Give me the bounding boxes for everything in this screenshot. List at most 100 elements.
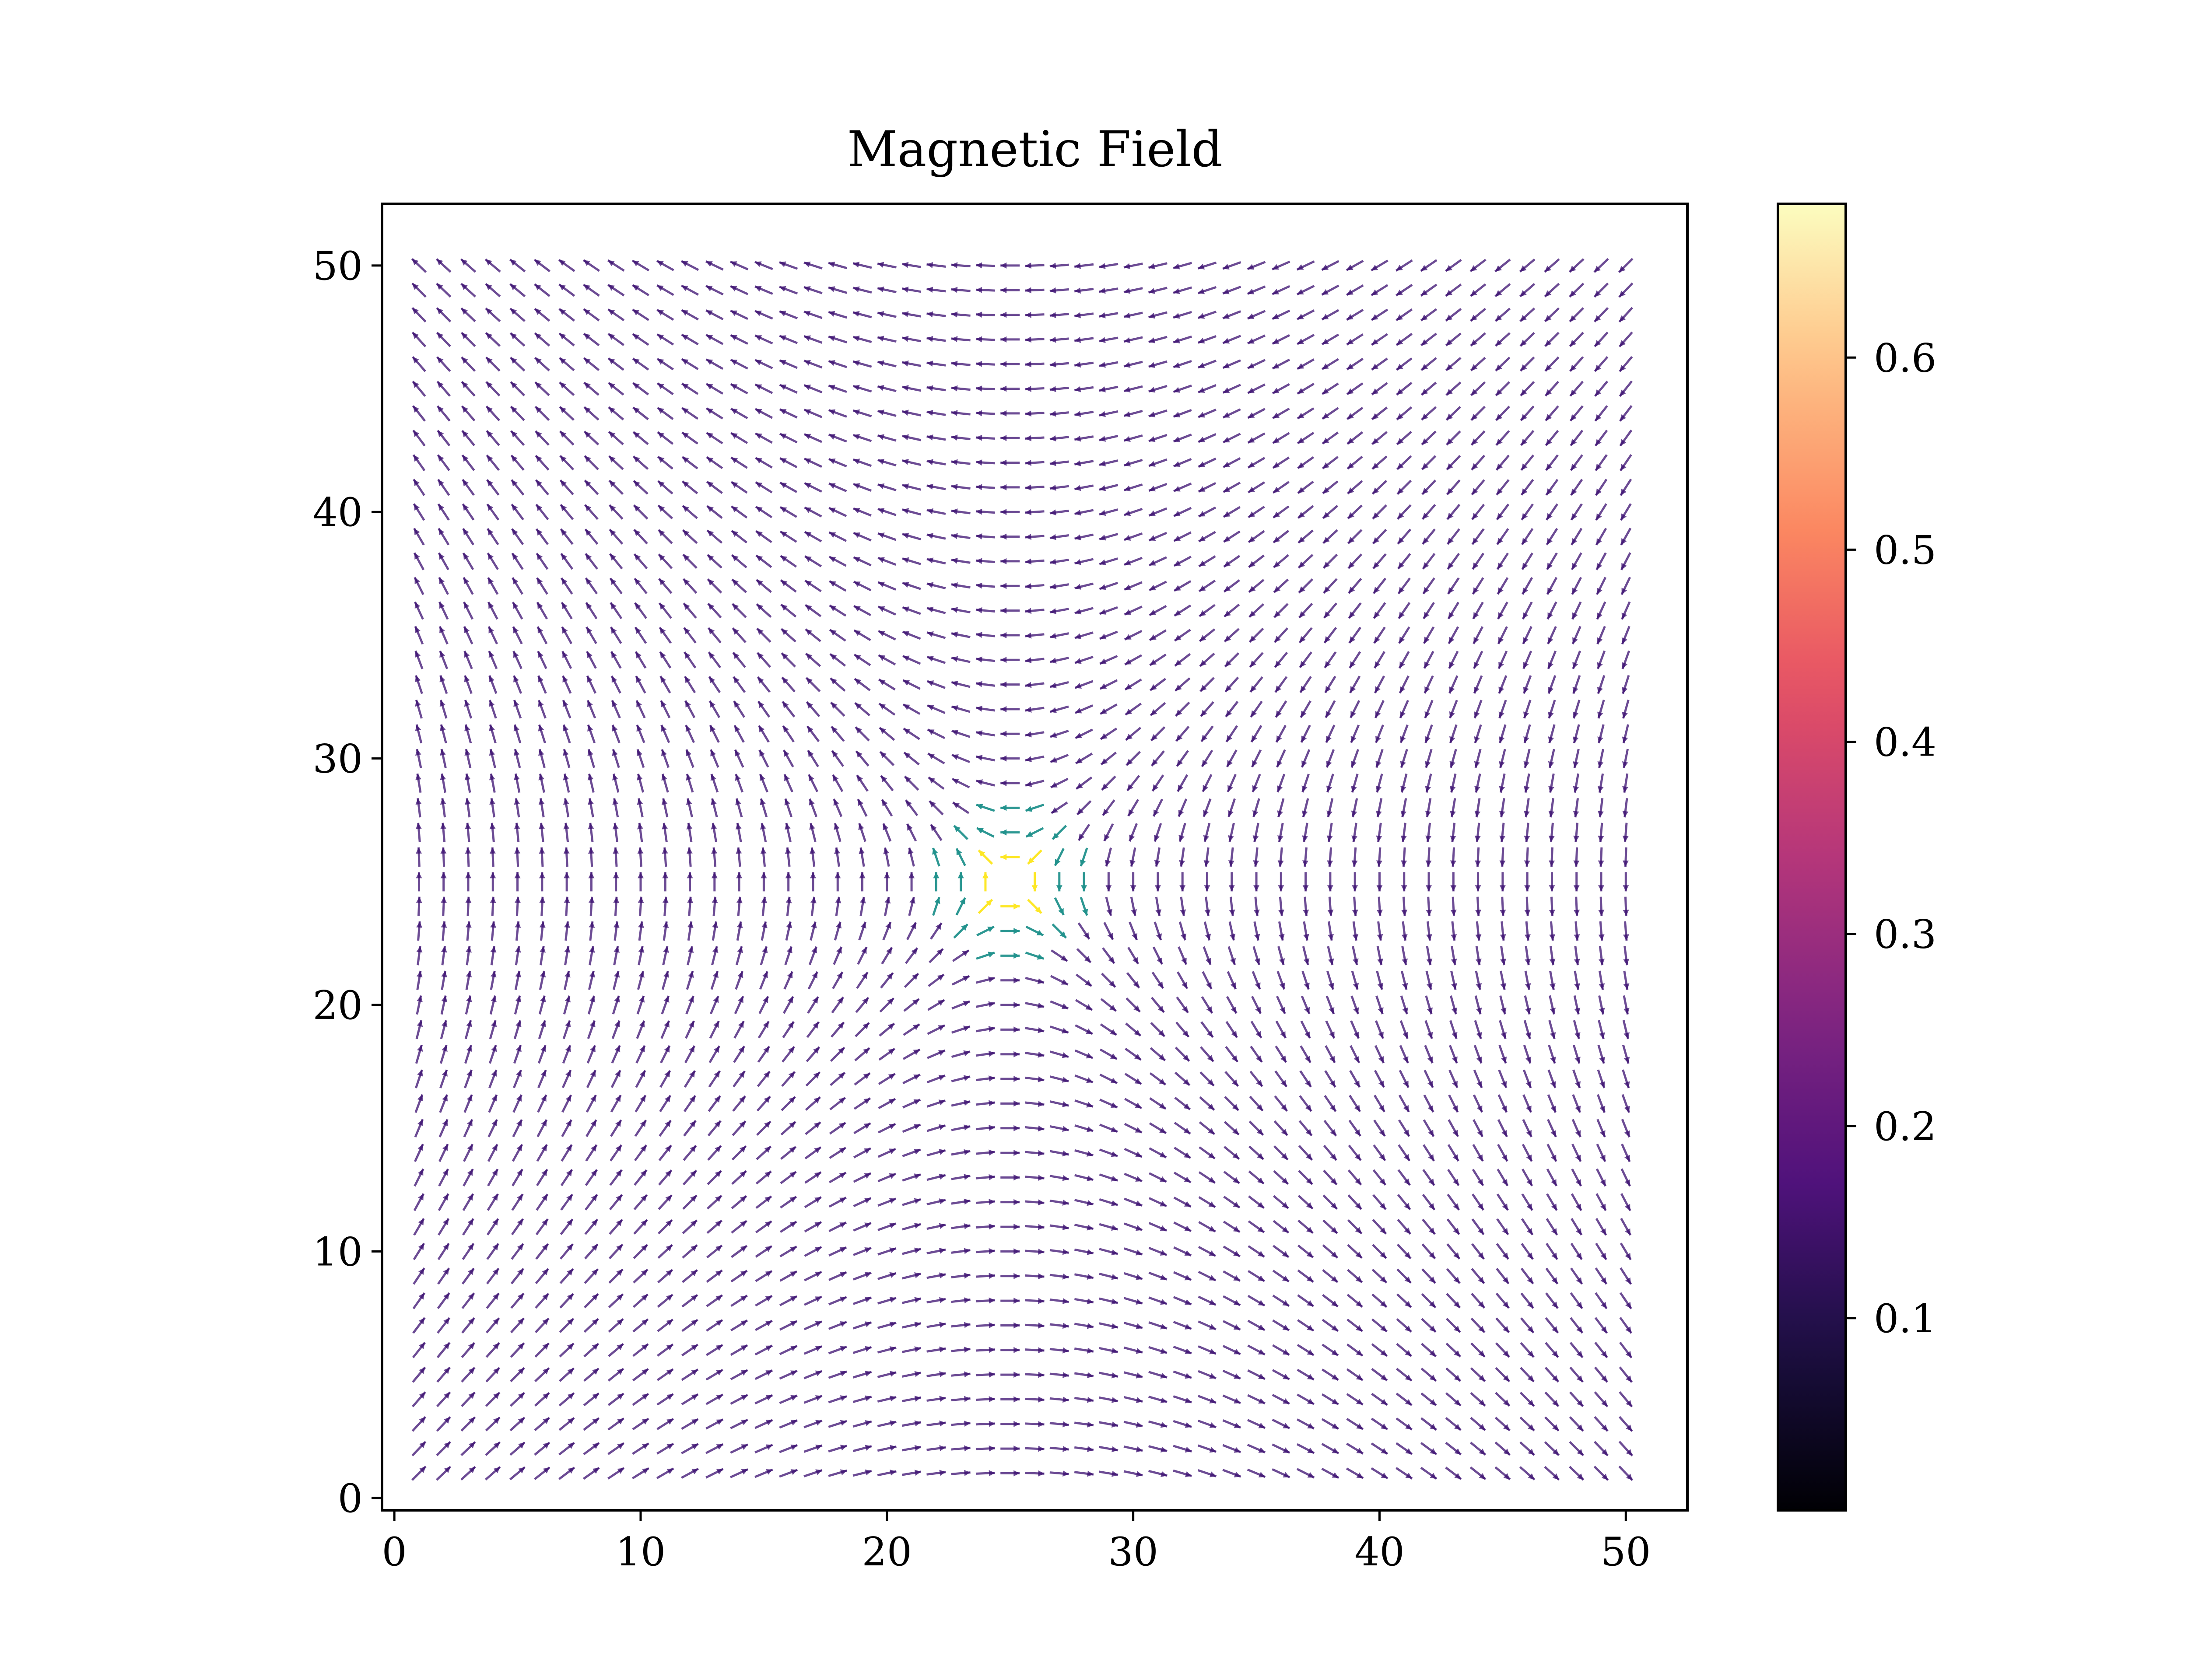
quiver-arrow <box>1324 1095 1337 1112</box>
quiver-arrow <box>1276 971 1286 990</box>
quiver-arrow <box>1549 995 1556 1015</box>
quiver-arrow <box>929 800 944 816</box>
x-axis: 0 10 20 30 40 50 <box>382 1510 1651 1575</box>
quiver-arrow <box>902 1124 921 1133</box>
quiver-arrow <box>926 1322 946 1328</box>
quiver-arrow <box>1049 1249 1069 1255</box>
quiver-arrow <box>634 1120 647 1137</box>
quiver-arrow <box>1548 1044 1556 1064</box>
quiver-arrow <box>583 1343 600 1358</box>
quiver-arrow <box>858 921 866 941</box>
quiver-arrow <box>927 1049 946 1059</box>
quiver-arrow <box>1398 1094 1410 1113</box>
quiver-arrow <box>1000 1248 1020 1255</box>
quiver-arrow <box>707 1170 722 1185</box>
quiver-arrow <box>1549 921 1556 941</box>
quiver-arrow <box>1175 1046 1190 1062</box>
quiver-arrow <box>563 970 571 990</box>
quiver-arrow <box>1049 1224 1069 1231</box>
quiver-arrow <box>1154 921 1162 941</box>
quiver-arrow <box>440 773 446 793</box>
quiver-arrow <box>1174 1122 1191 1135</box>
quiver-arrow <box>1054 897 1065 916</box>
quiver-arrow <box>951 1322 971 1328</box>
quiver-arrow <box>607 1368 624 1382</box>
quiver-arrow <box>559 1318 575 1333</box>
quiver-arrow <box>511 1193 524 1211</box>
quiver-arrow <box>583 1442 600 1456</box>
quiver-arrow <box>657 1294 673 1308</box>
quiver-arrow <box>583 1367 600 1382</box>
quiver-arrow <box>1130 872 1136 892</box>
quiver-arrow <box>539 872 545 892</box>
quiver-arrow <box>1595 1168 1607 1187</box>
quiver-arrow <box>1075 973 1093 987</box>
quiver-arrow <box>853 1122 871 1134</box>
quiver-arrow <box>1598 798 1604 818</box>
quiver-arrow <box>805 1071 821 1087</box>
quiver-arrow <box>1544 1391 1560 1407</box>
quiver-arrow <box>829 1122 846 1135</box>
quiver-arrow <box>1049 1125 1069 1132</box>
quiver-arrow <box>1074 1174 1094 1182</box>
quiver-arrow <box>662 946 669 966</box>
quiver-arrow <box>756 1120 771 1136</box>
quiver-arrow <box>736 896 743 916</box>
quiver-arrow <box>1328 921 1334 941</box>
quiver-arrow <box>1450 995 1458 1015</box>
quiver-arrow <box>901 1445 922 1452</box>
quiver-arrow <box>462 1242 475 1260</box>
quiver-arrow <box>1619 1292 1632 1309</box>
quiver-arrow <box>1149 1097 1167 1110</box>
quiver-arrow <box>730 1270 748 1283</box>
quiver-arrow <box>558 1392 575 1407</box>
quiver-arrow <box>1523 1020 1532 1040</box>
quiver-arrow <box>1495 1367 1511 1382</box>
quiver-arrow <box>1422 1169 1435 1186</box>
quiver-arrow <box>803 1395 823 1404</box>
quiver-arrow <box>810 847 816 867</box>
quiver-arrow <box>779 1295 798 1306</box>
quiver-arrow <box>1496 1218 1509 1236</box>
quiver-arrow <box>562 1020 571 1040</box>
quiver-arrow <box>1327 896 1334 916</box>
quiver-arrow <box>951 1149 971 1156</box>
quiver-arrow <box>853 1222 872 1232</box>
quiver-arrow <box>1124 1073 1142 1085</box>
quiver-arrow <box>705 1468 724 1479</box>
quiver-arrow <box>807 774 819 792</box>
quiver-arrow <box>926 1198 946 1206</box>
quiver-arrow <box>413 1267 425 1285</box>
quiver-arrow <box>779 1469 798 1478</box>
quiver-arrow <box>1151 972 1164 989</box>
quiver-arrow <box>464 1020 472 1040</box>
quiver-arrow <box>926 1223 946 1230</box>
quiver-arrow <box>1373 1144 1386 1162</box>
quiver-arrow <box>754 1468 773 1478</box>
quiver-arrow <box>512 1144 523 1162</box>
quiver-arrow <box>780 1146 797 1160</box>
quiver-arrow <box>1074 1470 1094 1477</box>
quiver-arrow <box>1549 872 1555 892</box>
quiver-arrow <box>1352 872 1358 892</box>
quiver-arrow <box>1475 946 1482 966</box>
quiver-arrow <box>1523 1045 1532 1064</box>
quiver-arrow <box>608 1268 624 1284</box>
quiver-arrow <box>681 1368 699 1381</box>
quiver-arrow <box>489 847 496 867</box>
quiver-arrow <box>779 1394 798 1404</box>
quiver-arrow <box>877 1420 897 1428</box>
quiver-arrow <box>1149 1072 1167 1086</box>
quiver-arrow <box>926 1074 946 1084</box>
quiver-arrow <box>612 774 620 793</box>
quiver-arrow <box>951 975 970 986</box>
quiver-arrow <box>1322 1294 1339 1308</box>
quiver-arrow <box>1198 1320 1217 1330</box>
quiver-arrow <box>926 1248 946 1255</box>
quiver-arrow <box>560 1169 573 1186</box>
quiver-arrow <box>730 1245 748 1258</box>
quiver-arrow <box>1302 822 1308 842</box>
quiver-arrow <box>637 872 644 892</box>
quiver-arrow <box>608 1343 624 1357</box>
quiver-arrow <box>1623 970 1630 990</box>
